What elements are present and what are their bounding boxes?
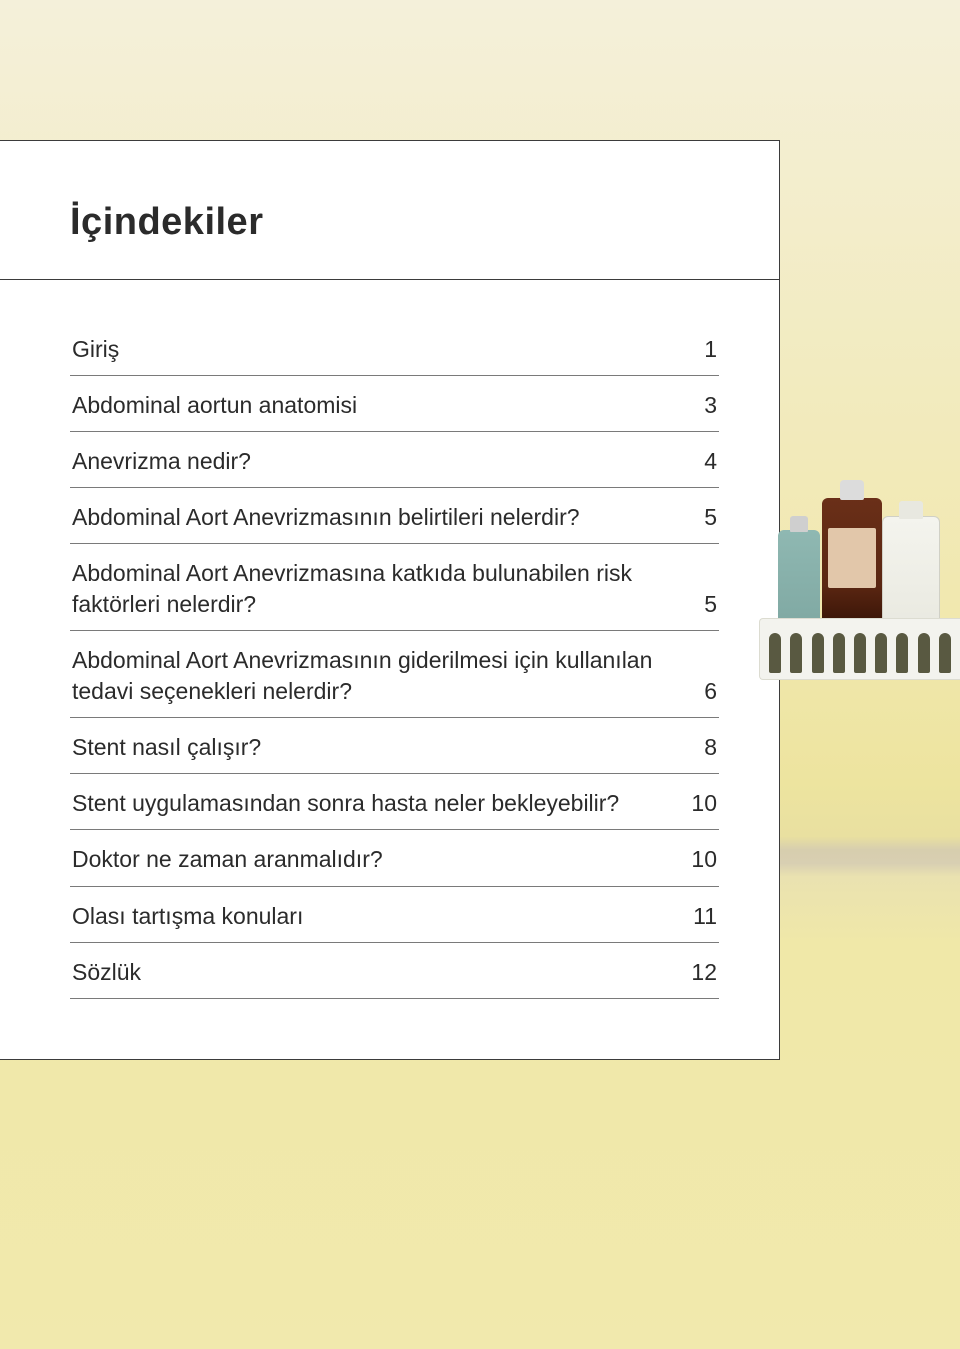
toc-item-page-num: 11	[685, 901, 717, 932]
toc-item-page-num: 8	[685, 732, 717, 763]
toc-item-page-num: 6	[685, 676, 717, 707]
toc-item-label: Abdominal Aort Anevrizmasının belirtiler…	[72, 502, 685, 533]
toc-item-label: Doktor ne zaman aranmalıdır?	[72, 844, 685, 875]
toc-item: Stent uygulamasından sonra hasta neler b…	[70, 774, 719, 830]
basket-hole	[854, 633, 866, 673]
toc-item: Olası tartışma konuları 11	[70, 887, 719, 943]
toc-item: Giriş 1	[70, 320, 719, 376]
basket-hole	[875, 633, 887, 673]
medicine-basket-photo	[760, 490, 960, 680]
toc-item-page-num: 12	[685, 957, 717, 988]
page-root: İçindekiler Giriş 1 Abdominal aortun ana…	[0, 0, 960, 1349]
toc-item-label: Sözlük	[72, 957, 685, 988]
toc-item-label: Abdominal Aort Anevrizmasının giderilmes…	[72, 645, 685, 707]
toc-card: İçindekiler Giriş 1 Abdominal aortun ana…	[0, 140, 780, 1060]
toc-item-label: Abdominal aortun anatomisi	[72, 390, 685, 421]
toc-item: Abdominal Aort Anevrizmasının giderilmes…	[70, 631, 719, 718]
toc-item-label: Stent nasıl çalışır?	[72, 732, 685, 763]
toc-item: Anevrizma nedir? 4	[70, 432, 719, 488]
basket-hole	[833, 633, 845, 673]
toc-item-label: Abdominal Aort Anevrizmasına katkıda bul…	[72, 558, 685, 620]
toc-item-page-num: 4	[685, 446, 717, 477]
white-bottle	[882, 516, 940, 630]
toc-item-page-num: 5	[685, 589, 717, 620]
toc-item-label: Anevrizma nedir?	[72, 446, 685, 477]
basket-hole	[918, 633, 930, 673]
toc-item-page-num: 10	[685, 844, 717, 875]
basket-holes	[760, 619, 960, 679]
basket-hole	[939, 633, 951, 673]
toc-item: Stent nasıl çalışır? 8	[70, 718, 719, 774]
toc-item-page-num: 1	[685, 334, 717, 365]
toc-title: İçindekiler	[70, 201, 719, 244]
toc-item-page-num: 3	[685, 390, 717, 421]
toc-item-label: Olası tartışma konuları	[72, 901, 685, 932]
toc-item: Sözlük 12	[70, 943, 719, 999]
basket-hole	[896, 633, 908, 673]
toc-divider	[0, 279, 779, 280]
toc-item-label: Stent uygulamasından sonra hasta neler b…	[72, 788, 685, 819]
basket-hole	[812, 633, 824, 673]
toc-item-page-num: 5	[685, 502, 717, 533]
basket-hole	[769, 633, 781, 673]
basket	[759, 618, 960, 680]
toc-item: Abdominal Aort Anevrizmasına katkıda bul…	[70, 544, 719, 631]
basket-hole	[790, 633, 802, 673]
toc-item: Abdominal aortun anatomisi 3	[70, 376, 719, 432]
toc-item-label: Giriş	[72, 334, 685, 365]
toc-list: Giriş 1 Abdominal aortun anatomisi 3 Ane…	[70, 320, 719, 999]
brown-bottle	[822, 498, 882, 623]
toc-item-page-num: 10	[685, 788, 717, 819]
teal-bottle	[778, 530, 820, 630]
toc-item: Doktor ne zaman aranmalıdır? 10	[70, 830, 719, 886]
toc-item: Abdominal Aort Anevrizmasının belirtiler…	[70, 488, 719, 544]
